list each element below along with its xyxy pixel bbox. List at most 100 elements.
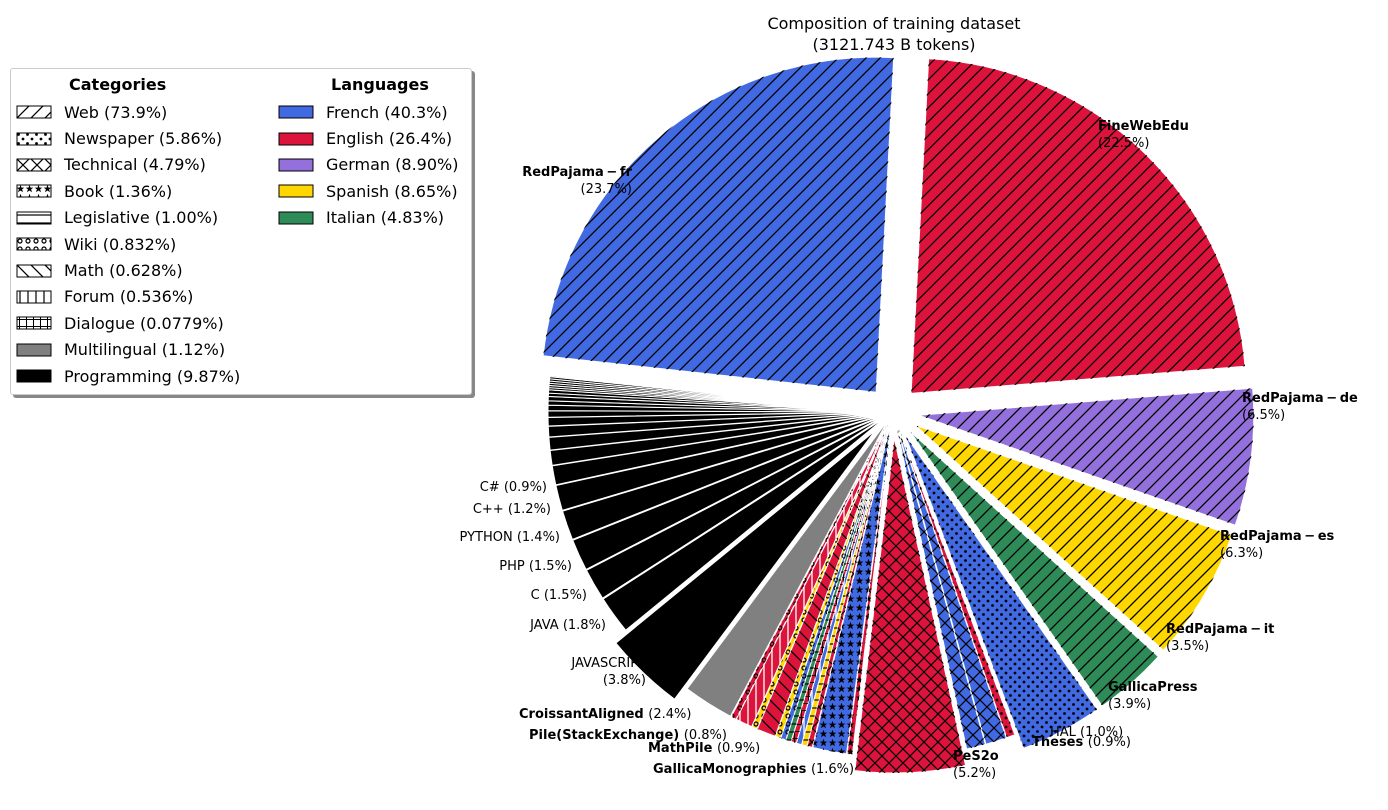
legend-swatch-math [16, 264, 52, 278]
legend-swatch-legislative [16, 211, 52, 225]
legend-swatch-multilingual [16, 343, 52, 357]
slice-finewebedu-hatch [911, 58, 1246, 394]
slice-redpajama-fr-hatch [543, 57, 894, 393]
chart-title: Composition of training dataset [767, 14, 1021, 33]
legend-categories-title: Categories [69, 75, 167, 94]
slice-php [572, 415, 885, 571]
legend-item-programming: Programming (9.87%) [16, 363, 240, 389]
legend-languages: Languages French (40.3%) English (26.4%) G… [278, 75, 458, 231]
legend-label-multilingual: Multilingual (1.12%) [64, 340, 226, 360]
label-pes2o: PeS2o (5.2%) [953, 749, 999, 781]
legend-categories: Categories Web (73.9%) Newspaper (5.86%) T… [16, 75, 240, 389]
slice-programming-47 [549, 373, 884, 412]
legend-swatch-technical [16, 158, 52, 172]
legend-item-dialogue: Dialogue (0.0779%) [16, 310, 240, 336]
slice-redpajama-de-hatch [918, 388, 1254, 526]
legend-item-italian: Italian (4.83%) [278, 205, 458, 231]
legend-swatch-newspaper [16, 132, 52, 146]
legend-label-technical: Technical (4.79%) [64, 155, 206, 175]
legend-swatch-book [16, 184, 52, 198]
slice-croissantaligned [686, 420, 889, 717]
legend-item-english: English (26.4%) [278, 125, 458, 151]
legend-swatch-dialogue [16, 316, 52, 330]
label-c: C (1.5%) [531, 588, 587, 603]
legend-swatch-english [278, 132, 314, 146]
legend-label-spanish: Spanish (8.65%) [326, 181, 458, 201]
label-python: PYTHON (1.4%) [460, 530, 560, 545]
legend-item-french: French (40.3%) [278, 99, 458, 125]
label-hal: HAL (1.0%) [1050, 725, 1123, 740]
legend-swatch-web [16, 105, 52, 119]
slice-newspaper-5-hatch [896, 421, 1015, 738]
slice-mathpile-hatch [757, 421, 890, 737]
label-c: C# (0.9%) [480, 480, 547, 495]
legend-label-programming: Programming (9.87%) [64, 366, 241, 386]
legend-label-wiki: Wiki (0.832%) [64, 234, 177, 254]
legend-item-german: German (8.90%) [278, 152, 458, 178]
slice-wiki-17-hatch [775, 421, 890, 739]
legend-swatch-forum [16, 290, 52, 304]
label-java: JAVA (1.8%) [529, 618, 606, 633]
legend-item-legislative: Legislative (1.00%) [16, 205, 240, 231]
legend-label-math: Math (0.628%) [64, 261, 183, 281]
pie-labels: FineWebEdu (22.5%) RedPajama − de (6.5%) Red… [460, 119, 1359, 781]
legend-label-german: German (8.90%) [326, 155, 459, 175]
slice-hal-hatch [895, 421, 1007, 745]
legend-item-book: Book (1.36%) [16, 178, 240, 204]
slice-c [551, 413, 884, 486]
legend-languages-title: Languages [331, 75, 429, 94]
slice-c [585, 416, 885, 599]
legend-item-multilingual: Multilingual (1.12%) [16, 337, 240, 363]
legend-label-web: Web (73.9%) [64, 102, 168, 122]
slice-gallicapress-hatch [905, 434, 1098, 749]
slice-wiki-21-hatch [731, 420, 889, 720]
legend-label-english: English (26.4%) [326, 129, 453, 149]
legend-swatch-french [278, 105, 314, 119]
label-finewebedu: FineWebEdu (22.5%) [1098, 119, 1189, 151]
legend-swatch-german [278, 158, 314, 172]
label-pile-stackexchange: Pile(StackExchange) (0.8%) [529, 728, 727, 743]
slice-c [555, 414, 884, 511]
chart-subtitle: (3121.743 B tokens) [812, 35, 976, 54]
label-javascript: JAVASCRIPT (3.8%) [570, 656, 646, 688]
legend-item-web: Web (73.9%) [16, 99, 240, 125]
label-redpajama-fr: RedPajama − fr (23.7%) [522, 165, 632, 197]
legend-swatch-italian [278, 211, 314, 225]
legend-swatch-wiki [16, 237, 52, 251]
slice-javascript [615, 430, 876, 700]
legend-label-french: French (40.3%) [326, 102, 448, 122]
legend-item-technical: Technical (4.79%) [16, 152, 240, 178]
legend-item-wiki: Wiki (0.832%) [16, 231, 240, 257]
label-theses: Theses (0.9%) [1032, 735, 1131, 750]
legend-label-legislative: Legislative (1.00%) [64, 208, 219, 228]
label-c: C++ (1.2%) [473, 502, 551, 517]
label-php: PHP (1.5%) [499, 559, 572, 574]
slice-pile-stackexchange-hatch [736, 421, 889, 727]
legend-label-italian: Italian (4.83%) [326, 208, 445, 228]
legend-label-dialogue: Dialogue (0.0779%) [64, 313, 224, 333]
legend-label-book: Book (1.36%) [64, 181, 173, 201]
label-mathpile: MathPile (0.9%) [648, 741, 760, 756]
legend-item-newspaper: Newspaper (5.86%) [16, 125, 240, 151]
label-croissantaligned: CroissantAligned (2.4%) [519, 707, 691, 722]
chart-title-block: Composition of training dataset (3121.74… [700, 13, 1088, 55]
legend-item-math: Math (0.628%) [16, 257, 240, 283]
slice-java [602, 417, 886, 631]
legend-swatch-spanish [278, 184, 314, 198]
legend: Categories Web (73.9%) Newspaper (5.86%) T… [10, 68, 472, 395]
label-gallicamonographies: GallicaMonographies (1.6%) [653, 762, 854, 777]
label-redpajama-es: RedPajama − es (6.3%) [1220, 529, 1335, 561]
legend-label-forum: Forum (0.536%) [64, 287, 194, 307]
legend-item-forum: Forum (0.536%) [16, 284, 240, 310]
pie-slices [542, 56, 1255, 774]
slice-redpajama-es-hatch [915, 425, 1232, 651]
slice-redpajama-it-hatch [910, 431, 1159, 707]
label-gallicapress: GallicaPress (3.9%) [1108, 680, 1198, 712]
slice-wiki-19-hatch [751, 421, 889, 730]
label-redpajama-de: RedPajama − de (6.5%) [1242, 391, 1358, 423]
legend-label-newspaper: Newspaper (5.86%) [64, 129, 223, 149]
slice-book-9-hatch [847, 421, 892, 755]
slice-pes2o-hatch [854, 437, 966, 773]
legend-item-spanish: Spanish (8.65%) [278, 178, 458, 204]
